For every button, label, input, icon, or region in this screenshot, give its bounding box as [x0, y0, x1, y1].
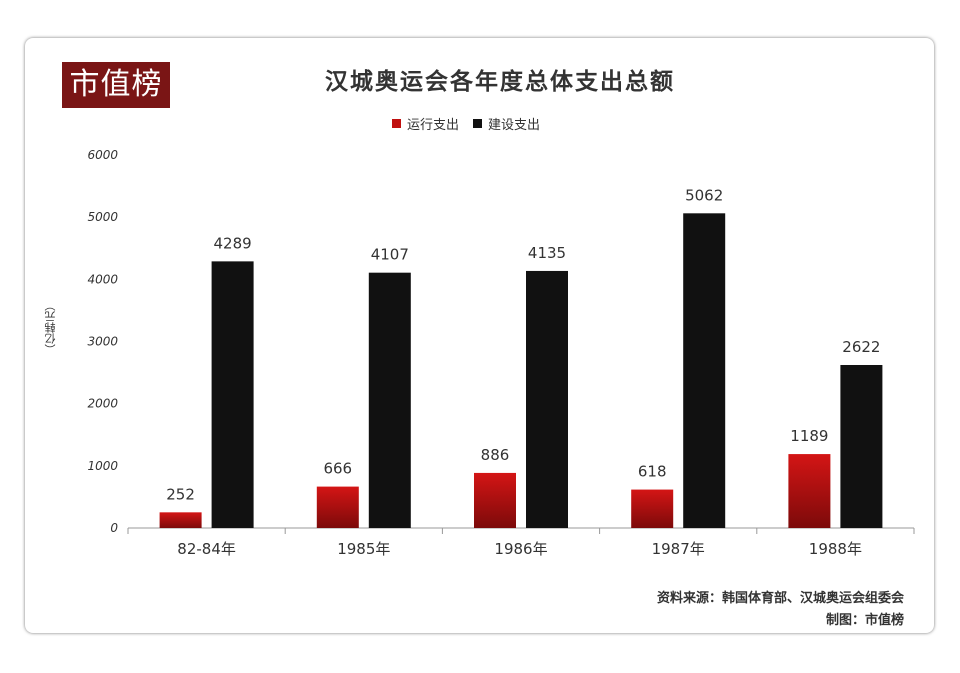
- legend-swatch-operating: [392, 118, 401, 128]
- bar-construction: [368, 272, 411, 528]
- bar-construction: [211, 261, 254, 528]
- data-label-operating: 252: [166, 485, 195, 503]
- legend-label-construction: 建设支出: [488, 117, 541, 133]
- data-label-operating: 666: [323, 460, 352, 478]
- chart-legend: 运行支出 建设支出: [392, 114, 554, 133]
- bar-operating: [159, 512, 202, 528]
- legend-label-operating: 运行支出: [407, 117, 460, 133]
- data-label-operating: 1189: [790, 427, 828, 445]
- source-note: 资料来源：韩国体育部、汉城奥运会组委会 制图：市值榜: [657, 588, 904, 632]
- data-label-construction: 5062: [685, 186, 723, 204]
- y-tick-label: 2000: [87, 397, 118, 411]
- bar-operating: [316, 486, 359, 528]
- x-tick-label: 1987年: [652, 540, 705, 558]
- x-tick-label: 1986年: [494, 540, 547, 558]
- bar-operating: [631, 489, 674, 528]
- y-tick-label: 5000: [87, 210, 118, 224]
- data-label-construction: 4135: [528, 244, 566, 262]
- x-tick-label: 82-84年: [177, 540, 236, 558]
- brand-logo: 市值榜: [62, 62, 170, 108]
- bar-construction: [526, 270, 568, 528]
- x-tick-label: 1988年: [809, 540, 862, 558]
- y-tick-label: 4000: [87, 272, 118, 286]
- bar-construction: [683, 213, 726, 529]
- source-line-2: 制图：市值榜: [825, 613, 904, 628]
- bar-operating: [474, 472, 516, 528]
- y-tick-label: 6000: [87, 148, 118, 162]
- source-line-1: 资料来源：韩国体育部、汉城奥运会组委会: [656, 591, 904, 606]
- chart-title: 汉城奥运会各年度总体支出总额: [325, 68, 675, 95]
- data-label-construction: 2622: [842, 338, 880, 356]
- data-label-construction: 4289: [214, 234, 252, 252]
- y-tick-label: 0: [110, 521, 118, 535]
- y-tick-label: 1000: [87, 459, 118, 473]
- chart-card: [25, 38, 934, 633]
- legend-swatch-construction: [473, 118, 483, 128]
- bar-construction: [840, 364, 883, 528]
- data-label-operating: 618: [638, 463, 667, 481]
- data-label-construction: 4107: [371, 246, 409, 264]
- legend-item-operating: 运行支出: [392, 114, 459, 133]
- data-label-operating: 886: [481, 446, 510, 464]
- legend-item-construction: 建设支出: [473, 114, 540, 133]
- x-tick-label: 1985年: [337, 540, 390, 558]
- bar-operating: [788, 454, 831, 528]
- y-tick-label: 3000: [87, 335, 118, 349]
